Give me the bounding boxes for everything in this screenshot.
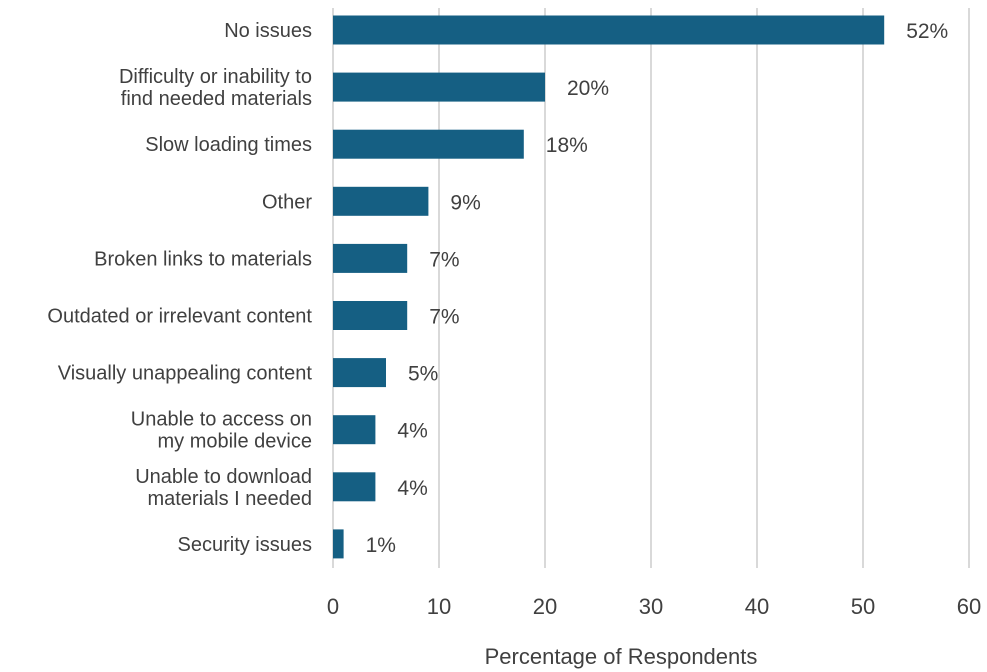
category-label-1: Difficulty or inability to find needed ma… [119,66,312,110]
x-axis-title: Percentage of Respondents [485,644,758,669]
bar-4 [333,243,408,273]
category-label-7: Unable to access on my mobile device [131,409,312,453]
data-label-5: 7% [429,306,459,329]
bar-8 [333,472,376,502]
x-tick-label-20: 20 [533,594,557,619]
category-label-4: Broken links to materials [94,248,312,270]
x-tick-label-10: 10 [427,594,451,619]
data-label-0: 52% [906,20,948,43]
x-tick-label-0: 0 [327,594,339,619]
data-label-7: 4% [397,420,427,443]
category-label-0: No issues [224,20,312,42]
bar-9 [333,529,344,559]
x-tick-label-50: 50 [851,594,875,619]
category-label-line: Visually unappealing content [58,363,313,385]
category-label-line: Difficulty or inability to [119,66,312,88]
x-tick-label-30: 30 [639,594,663,619]
bar-7 [333,415,376,445]
category-label-line: Outdated or irrelevant content [47,306,312,328]
category-label-2: Slow loading times [145,134,312,156]
data-label-1: 20% [567,77,609,100]
category-label-line: Other [262,191,312,213]
category-label-8: Unable to download materials I needed [135,466,312,510]
bar-5 [333,301,408,330]
bar-3 [333,186,429,216]
category-label-line: find needed materials [121,88,312,110]
bar-0 [333,15,885,45]
data-label-9: 1% [366,534,396,557]
category-label-line: Broken links to materials [94,248,312,270]
data-labels: 52% 20% 18% 9% 7% 7% 5% 4% 4% 1% [366,20,949,557]
category-label-line: materials I needed [147,488,312,510]
category-label-line: Slow loading times [145,134,312,156]
data-label-8: 4% [397,477,427,500]
bar-2 [333,129,524,159]
category-label-6: Visually unappealing content [58,363,313,385]
bar-6 [333,358,386,388]
category-label-3: Other [262,191,312,213]
category-label-line: Unable to access on [131,409,312,431]
x-tick-label-40: 40 [745,594,769,619]
bars [333,15,885,559]
x-axis-ticks: 0 10 20 30 40 50 60 [327,594,981,619]
category-label-line: Unable to download [135,466,312,488]
category-labels: No issues Difficulty or inability to find … [47,20,312,556]
data-label-2: 18% [546,134,588,157]
data-label-6: 5% [408,363,438,386]
data-label-4: 7% [429,248,459,271]
data-label-3: 9% [450,191,480,214]
category-label-9: Security issues [178,534,313,556]
x-tick-label-60: 60 [957,594,981,619]
category-label-line: my mobile device [157,431,312,453]
category-label-line: Security issues [178,534,313,556]
bar-1 [333,72,545,102]
category-label-line: No issues [224,20,312,42]
category-label-5: Outdated or irrelevant content [47,306,312,328]
